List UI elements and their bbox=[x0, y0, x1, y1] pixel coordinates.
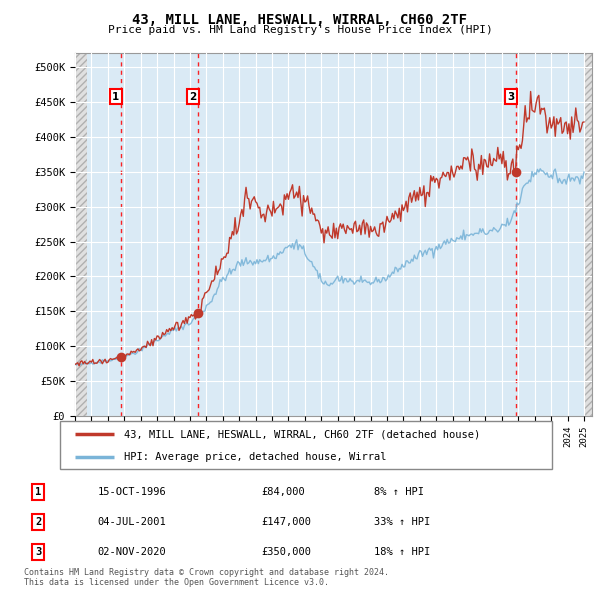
Bar bbox=[75, 53, 88, 416]
Text: HPI: Average price, detached house, Wirral: HPI: Average price, detached house, Wirr… bbox=[124, 452, 386, 462]
Text: 8% ↑ HPI: 8% ↑ HPI bbox=[374, 487, 424, 497]
Text: 3: 3 bbox=[507, 91, 514, 101]
Text: £147,000: £147,000 bbox=[261, 517, 311, 527]
Text: 18% ↑ HPI: 18% ↑ HPI bbox=[374, 548, 430, 558]
FancyBboxPatch shape bbox=[60, 421, 552, 469]
Text: 2: 2 bbox=[35, 517, 41, 527]
Text: £350,000: £350,000 bbox=[261, 548, 311, 558]
Text: 43, MILL LANE, HESWALL, WIRRAL, CH60 2TF: 43, MILL LANE, HESWALL, WIRRAL, CH60 2TF bbox=[133, 13, 467, 27]
Bar bbox=[584, 53, 592, 416]
Text: 2: 2 bbox=[190, 91, 197, 101]
Text: 02-NOV-2020: 02-NOV-2020 bbox=[97, 548, 166, 558]
Text: 33% ↑ HPI: 33% ↑ HPI bbox=[374, 517, 430, 527]
Text: 1: 1 bbox=[35, 487, 41, 497]
Text: 1: 1 bbox=[112, 91, 119, 101]
Text: £84,000: £84,000 bbox=[261, 487, 305, 497]
Text: 3: 3 bbox=[35, 548, 41, 558]
Text: 43, MILL LANE, HESWALL, WIRRAL, CH60 2TF (detached house): 43, MILL LANE, HESWALL, WIRRAL, CH60 2TF… bbox=[124, 429, 480, 439]
Text: Contains HM Land Registry data © Crown copyright and database right 2024.
This d: Contains HM Land Registry data © Crown c… bbox=[24, 568, 389, 587]
Text: Price paid vs. HM Land Registry's House Price Index (HPI): Price paid vs. HM Land Registry's House … bbox=[107, 25, 493, 35]
Text: 04-JUL-2001: 04-JUL-2001 bbox=[97, 517, 166, 527]
Text: 15-OCT-1996: 15-OCT-1996 bbox=[97, 487, 166, 497]
